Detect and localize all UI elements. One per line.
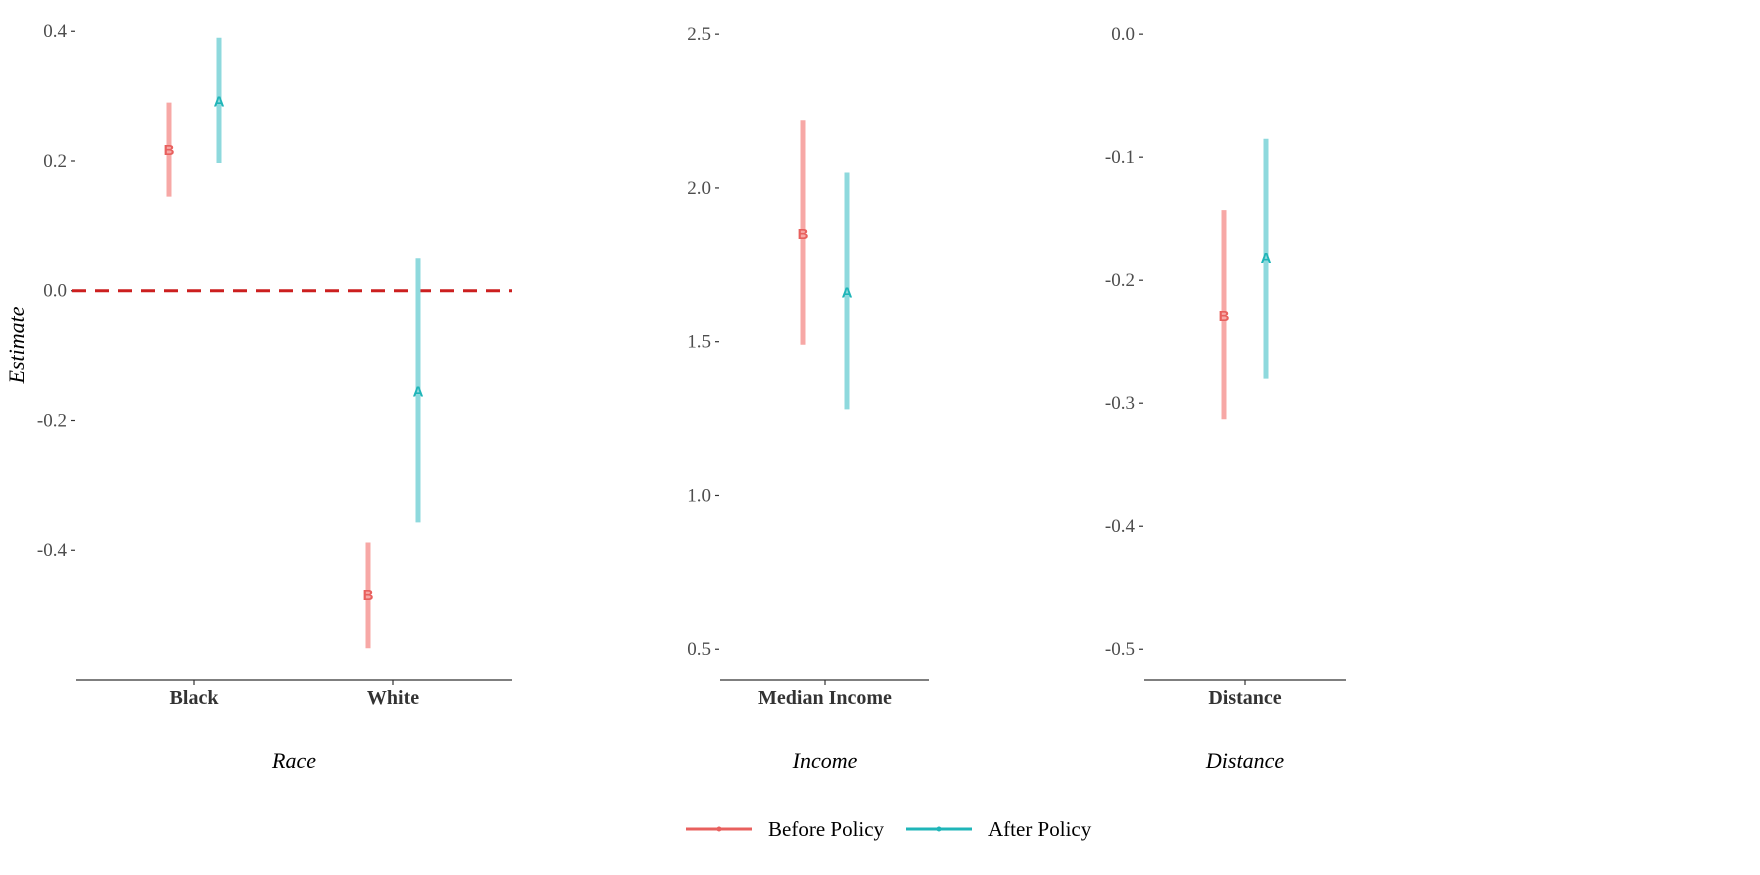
x-axis-title: Race bbox=[271, 748, 316, 773]
y-tick-label: 0.0 bbox=[43, 281, 67, 302]
y-tick-label: 0.5 bbox=[687, 639, 711, 660]
legend-swatch-after-dot bbox=[936, 826, 942, 832]
x-axis-title: Distance bbox=[1205, 748, 1284, 773]
panel-race: 0.4 0.2 0.0 -0.2 -0.4 Black B A White B A Race bbox=[37, 21, 512, 773]
legend-swatch-before-dot bbox=[716, 826, 722, 832]
point-label-after: A bbox=[1261, 250, 1272, 267]
y-tick-label: -0.2 bbox=[1105, 270, 1135, 291]
x-category-label: Median Income bbox=[758, 687, 892, 709]
y-tick-label: -0.3 bbox=[1105, 393, 1135, 414]
legend-label-after: After Policy bbox=[988, 817, 1092, 841]
point-label-before: B bbox=[798, 226, 809, 243]
point-label-after: A bbox=[413, 383, 424, 400]
y-tick-label: 1.5 bbox=[687, 332, 711, 353]
x-category-label: Distance bbox=[1208, 687, 1281, 709]
y-tick-label: 2.0 bbox=[687, 178, 711, 199]
y-tick-label: 0.0 bbox=[1111, 24, 1135, 45]
y-tick-label: 1.0 bbox=[687, 485, 711, 506]
x-category-label: Black bbox=[170, 687, 220, 709]
y-tick-label: 0.4 bbox=[43, 21, 67, 42]
y-tick-label: -0.1 bbox=[1105, 147, 1135, 168]
point-label-before: B bbox=[164, 142, 175, 159]
y-tick-label: -0.4 bbox=[37, 540, 68, 561]
legend-label-before: Before Policy bbox=[768, 817, 885, 841]
y-axis-title: Estimate bbox=[4, 306, 29, 384]
x-axis-title: Income bbox=[792, 748, 858, 773]
point-label-after: A bbox=[842, 284, 853, 301]
point-label-before: B bbox=[363, 587, 374, 604]
point-label-before: B bbox=[1219, 308, 1230, 325]
legend-item-after: After Policy bbox=[906, 817, 1092, 841]
y-tick-label: -0.4 bbox=[1105, 516, 1136, 537]
panel-distance: 0.0 -0.1 -0.2 -0.3 -0.4 -0.5 Distance B A Distanc… bbox=[1105, 24, 1346, 773]
y-tick-label: 2.5 bbox=[687, 24, 711, 45]
panel-income: 2.5 2.0 1.5 1.0 0.5 Median Income B A Income bbox=[687, 24, 929, 773]
y-tick-label: -0.2 bbox=[37, 410, 67, 431]
point-label-after: A bbox=[214, 93, 225, 110]
y-tick-label: 0.2 bbox=[43, 151, 67, 172]
x-category-label: White bbox=[367, 687, 419, 709]
y-tick-label: -0.5 bbox=[1105, 639, 1135, 660]
legend-item-before: Before Policy bbox=[686, 817, 885, 841]
legend: Before Policy After Policy bbox=[686, 817, 1092, 841]
